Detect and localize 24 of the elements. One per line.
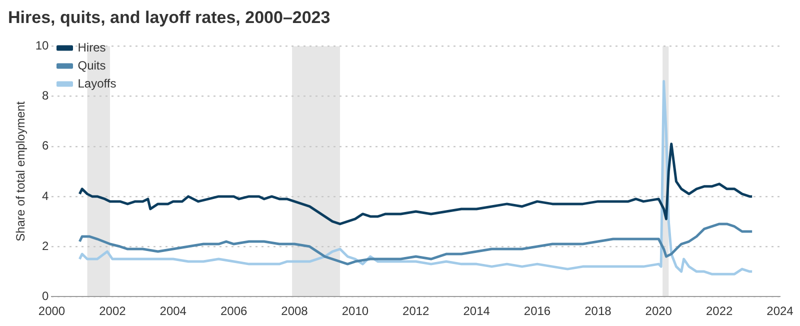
x-tick-label: 2024: [766, 304, 794, 318]
x-tick-label: 2002: [99, 304, 126, 318]
x-tick-label: 2022: [706, 304, 733, 318]
x-tick-label: 2020: [645, 304, 672, 318]
x-tick-label: 2010: [342, 304, 369, 318]
chart-title: Hires, quits, and layoff rates, 2000–2023: [8, 8, 330, 28]
x-tick-label: 2016: [524, 304, 551, 318]
x-tick-label: 2012: [402, 304, 430, 318]
legend-label: Layoffs: [78, 76, 116, 90]
y-tick-label: 4: [42, 188, 50, 203]
y-tick-label: 8: [42, 88, 50, 103]
x-tick-label: 2014: [463, 304, 490, 318]
x-tick-label: 2000: [38, 304, 66, 318]
legend-label: Quits: [78, 58, 106, 72]
x-tick-label: 2018: [584, 304, 612, 318]
y-tick-label: 6: [42, 138, 50, 153]
y-tick-label: 10: [35, 38, 50, 53]
x-tick-label: 2006: [220, 304, 248, 318]
y-axis-title: Share of total employment: [14, 100, 28, 242]
x-tick-label: 2004: [160, 304, 187, 318]
y-tick-label: 2: [42, 238, 50, 253]
x-tick-label: 2008: [281, 304, 308, 318]
y-tick-label: 0: [42, 288, 50, 303]
legend-label: Hires: [78, 40, 106, 54]
